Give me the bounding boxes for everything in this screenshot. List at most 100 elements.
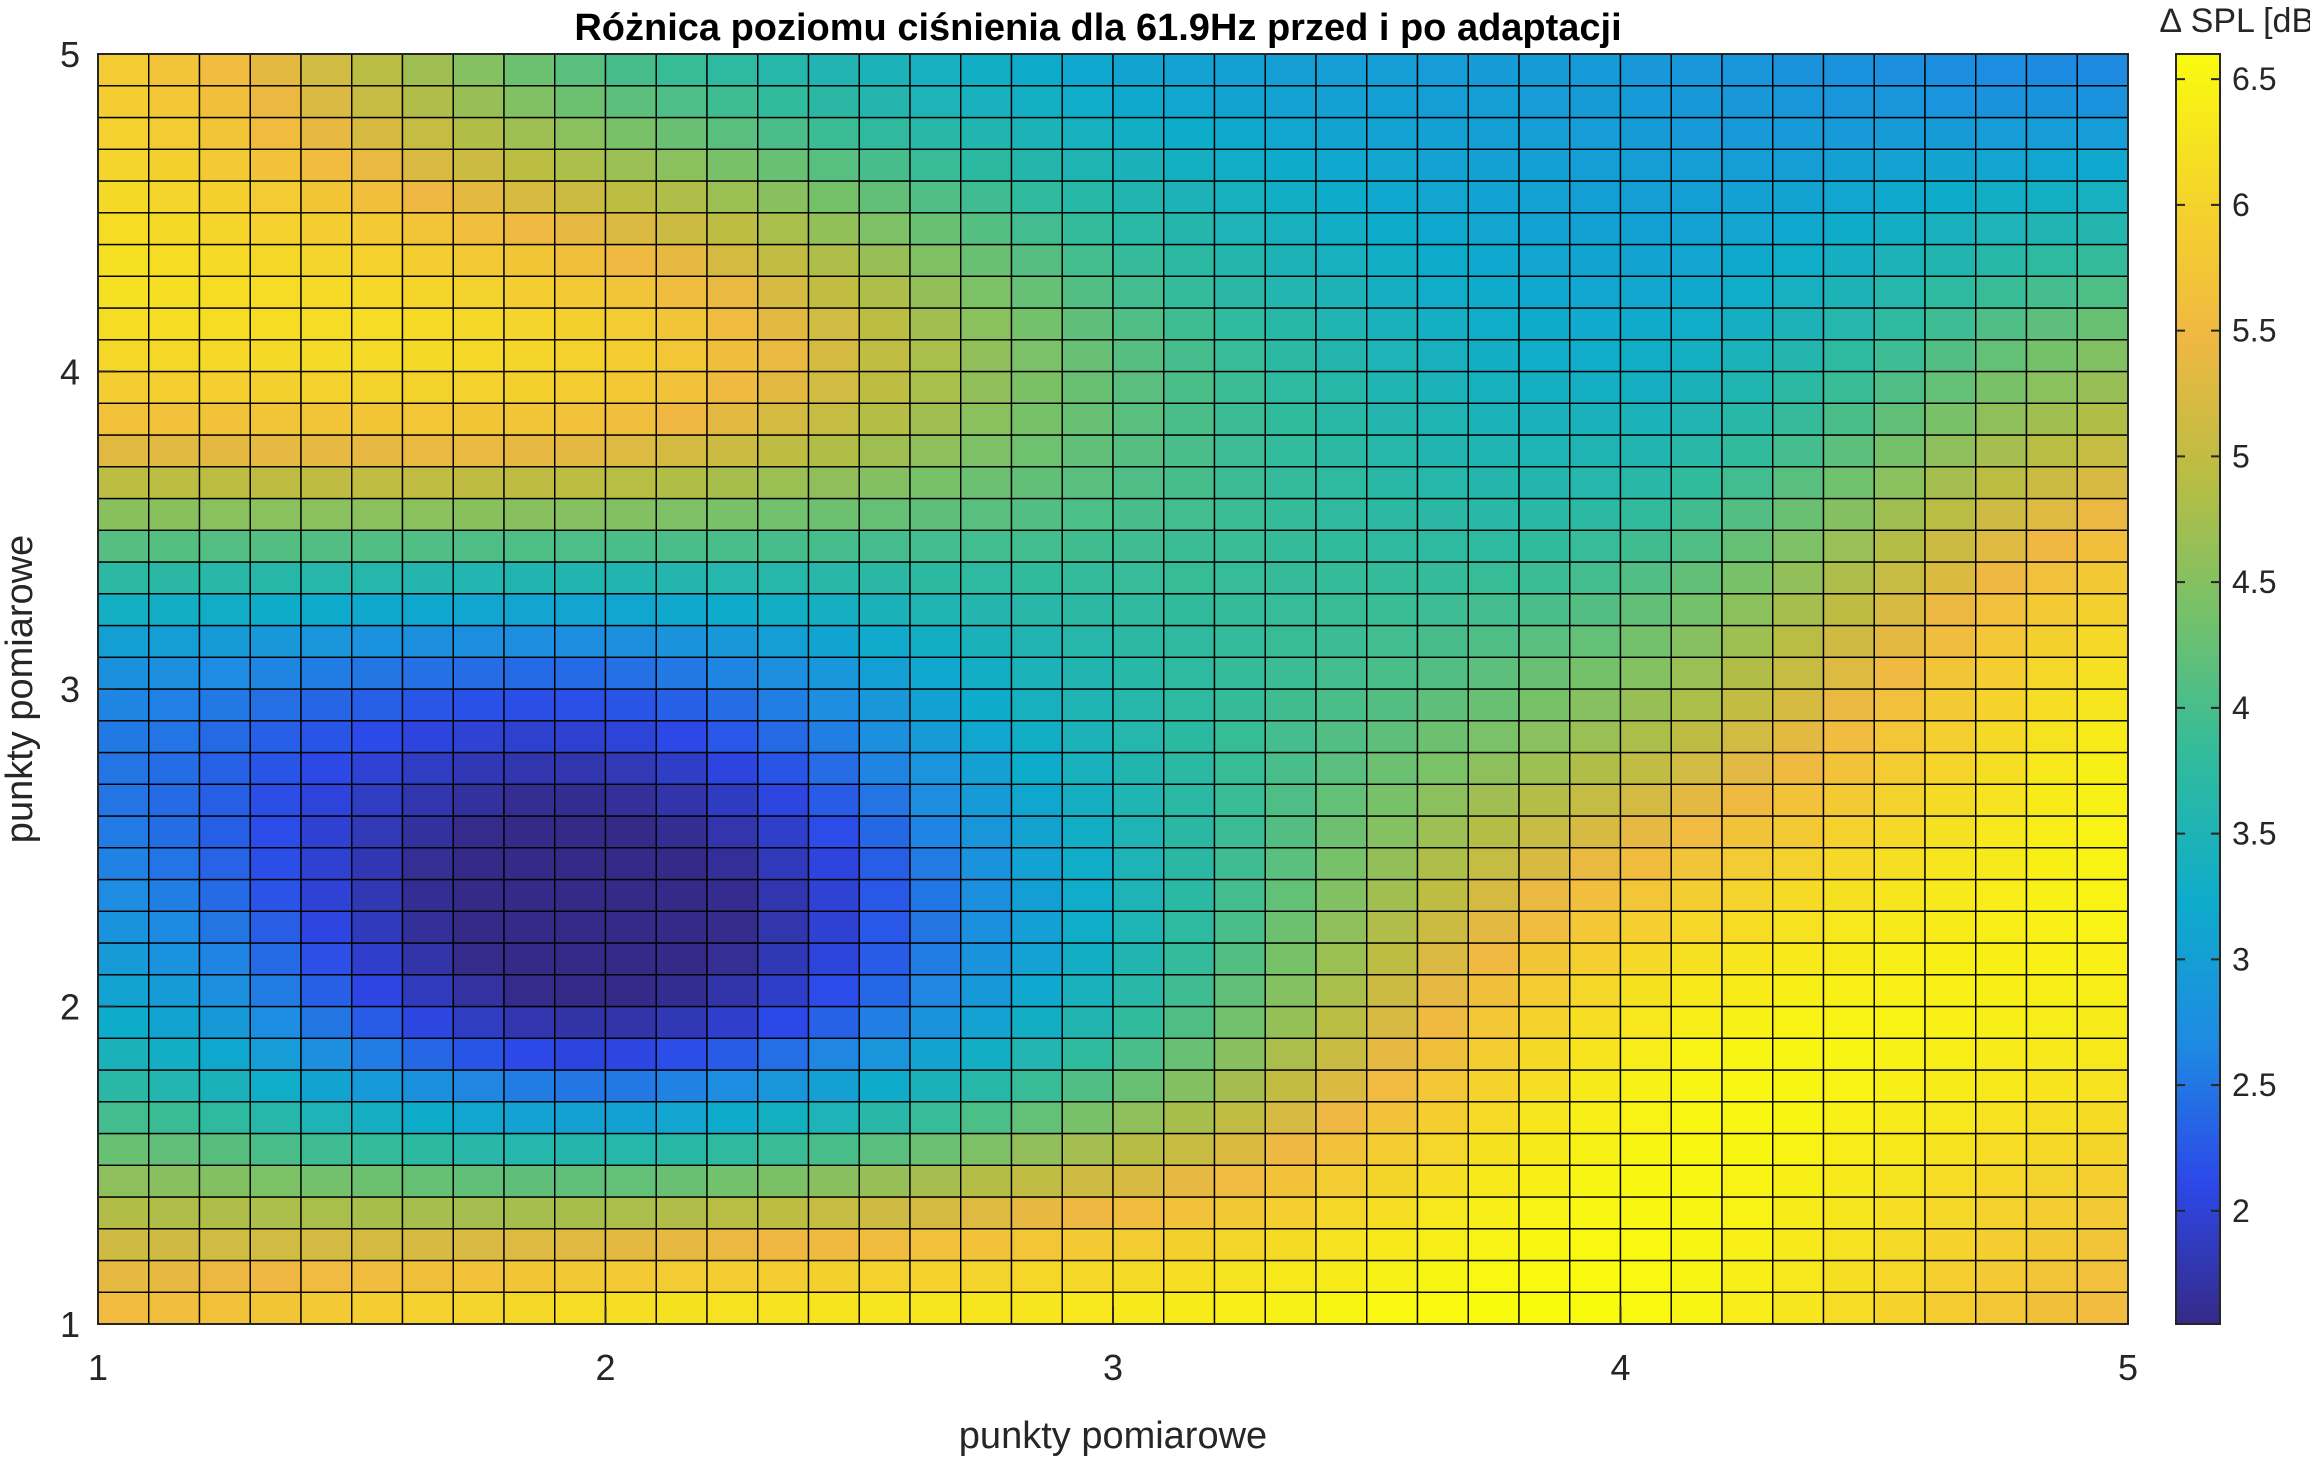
heatmap-cell [1975, 815, 2028, 849]
x-tick-label: 2 [595, 1347, 615, 1388]
heatmap-cell [554, 624, 607, 658]
heatmap-cell [351, 497, 404, 531]
heatmap-cell [604, 910, 657, 944]
heatmap-cell [2025, 910, 2078, 944]
heatmap-cell [1670, 1037, 1723, 1071]
heatmap-cell [1213, 434, 1266, 468]
heatmap-cell [1518, 497, 1571, 531]
heatmap-cell [1619, 688, 1672, 722]
heatmap-cell [1112, 180, 1165, 214]
heatmap-cell [1061, 434, 1114, 468]
heatmap-cell [351, 275, 404, 309]
heatmap-cell [554, 974, 607, 1008]
heatmap-cell [1163, 180, 1216, 214]
heatmap-cell [1264, 878, 1317, 912]
heatmap-cell [1467, 624, 1520, 658]
heatmap-cell [604, 1132, 657, 1166]
heatmap-cell [401, 942, 454, 976]
heatmap-cell [604, 974, 657, 1008]
heatmap-cell [1822, 85, 1875, 119]
heatmap-cell [909, 307, 962, 341]
heatmap-cell [960, 1259, 1013, 1293]
heatmap-cell [1924, 593, 1977, 627]
heatmap-cell [1112, 783, 1165, 817]
heatmap-cell [503, 783, 556, 817]
heatmap-cell [757, 593, 810, 627]
heatmap-cell [604, 307, 657, 341]
heatmap-cell [1163, 212, 1216, 246]
heatmap-cell [401, 878, 454, 912]
heatmap-cell [1772, 688, 1825, 722]
heatmap-cell [2025, 529, 2078, 563]
heatmap-cell [452, 1005, 505, 1039]
heatmap-cell [1467, 466, 1520, 500]
heatmap-cell [1467, 497, 1520, 531]
heatmap-cell [198, 1259, 251, 1293]
heatmap-cell [1975, 561, 2028, 595]
heatmap-cell [300, 1132, 353, 1166]
heatmap-cell [1721, 85, 1774, 119]
heatmap-cell [1670, 116, 1723, 150]
heatmap-cell [807, 1196, 860, 1230]
heatmap-cell [1569, 466, 1622, 500]
heatmap-cell [807, 275, 860, 309]
heatmap-cell [1061, 53, 1114, 87]
heatmap-cell [960, 815, 1013, 849]
colorbar-tick-label: 6 [2232, 187, 2250, 223]
heatmap-cell [706, 53, 759, 87]
heatmap-cell [655, 1291, 708, 1325]
heatmap-cell [655, 275, 708, 309]
heatmap-cell [960, 1196, 1013, 1230]
heatmap-cell [1010, 370, 1063, 404]
heatmap-cell [503, 1259, 556, 1293]
heatmap-cell [401, 466, 454, 500]
heatmap-cell [97, 180, 150, 214]
heatmap-cell [1924, 402, 1977, 436]
heatmap-cell [198, 339, 251, 373]
heatmap-cell [1163, 1291, 1216, 1325]
heatmap-cell [1873, 434, 1926, 468]
heatmap-cell [1112, 307, 1165, 341]
heatmap-cell [401, 974, 454, 1008]
heatmap-cell [1721, 561, 1774, 595]
heatmap-cell [1264, 529, 1317, 563]
heatmap-cell [1163, 1005, 1216, 1039]
heatmap-cell [554, 910, 607, 944]
heatmap-cell [1315, 339, 1368, 373]
heatmap-cell [604, 1291, 657, 1325]
heatmap-cell [554, 1259, 607, 1293]
heatmap-cell [1772, 1132, 1825, 1166]
heatmap-cell [757, 85, 810, 119]
heatmap-cell [1873, 751, 1926, 785]
heatmap-cell [1315, 53, 1368, 87]
heatmap-cell [1822, 656, 1875, 690]
heatmap-cell [1873, 402, 1926, 436]
heatmap-cell [1822, 783, 1875, 817]
heatmap-cell [706, 561, 759, 595]
heatmap-cell [1416, 751, 1469, 785]
heatmap-cell [1163, 85, 1216, 119]
heatmap-cell [1112, 751, 1165, 785]
heatmap-cell [1010, 1069, 1063, 1103]
heatmap-cell [807, 434, 860, 468]
heatmap-cell [1721, 307, 1774, 341]
heatmap-cell [97, 529, 150, 563]
heatmap-cell [1010, 497, 1063, 531]
heatmap-cell [452, 529, 505, 563]
heatmap-cell [1010, 116, 1063, 150]
heatmap-cell [1213, 1259, 1266, 1293]
heatmap-cell [300, 1196, 353, 1230]
heatmap-cell [1924, 878, 1977, 912]
heatmap-cell [452, 148, 505, 182]
heatmap-cell [452, 974, 505, 1008]
heatmap-cell [300, 1037, 353, 1071]
heatmap-cell [604, 180, 657, 214]
heatmap-cell [2025, 1069, 2078, 1103]
heatmap-cell [300, 339, 353, 373]
heatmap-cell [604, 656, 657, 690]
heatmap-cell [1518, 688, 1571, 722]
heatmap-cell [960, 212, 1013, 246]
heatmap-cell [1163, 1259, 1216, 1293]
heatmap-cell [1416, 180, 1469, 214]
heatmap-cell [1467, 529, 1520, 563]
